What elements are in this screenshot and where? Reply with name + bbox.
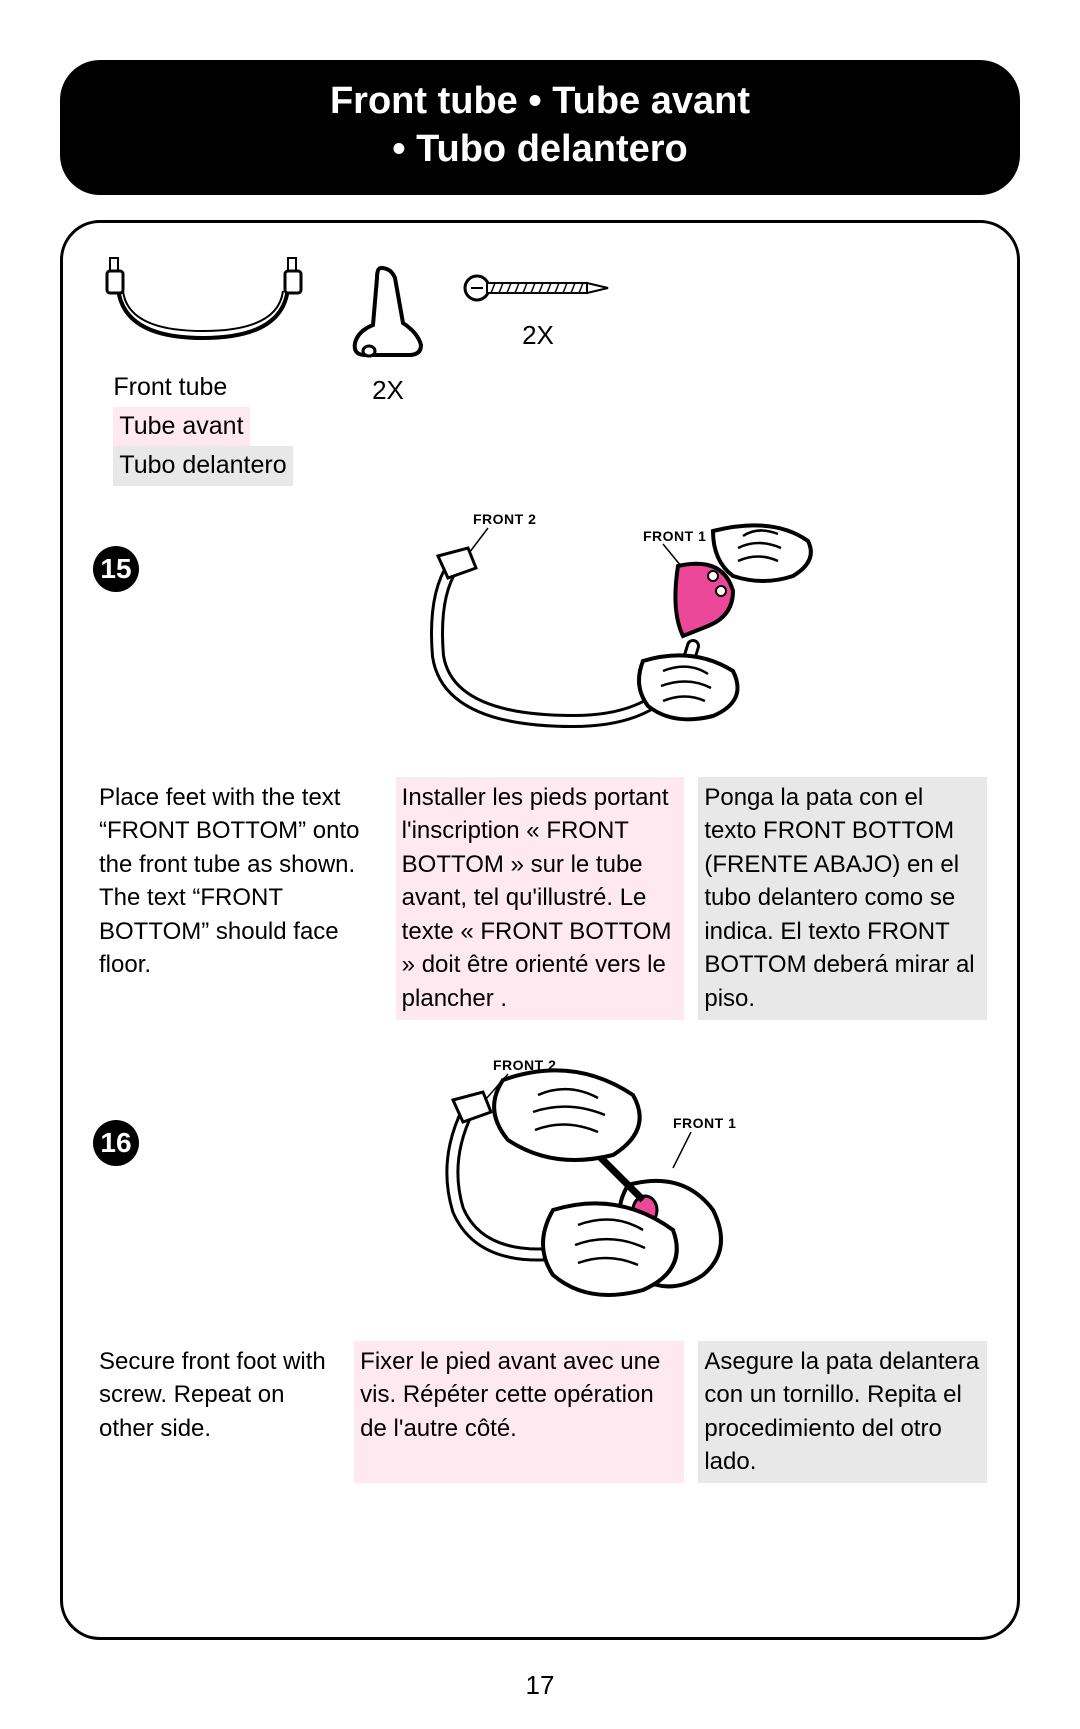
content-frame: Front tube Tube avant Tubo delantero 2X	[60, 220, 1020, 1640]
page-number: 17	[0, 1670, 1080, 1701]
step-15: 15 FRONT 2 FRONT 1	[93, 506, 987, 761]
screw-qty: 2X	[522, 320, 554, 351]
foot-icon	[343, 263, 433, 363]
step-15-fr: Installer les pieds portant l'inscriptio…	[396, 777, 685, 1020]
part-front-tube: Front tube Tube avant Tubo delantero	[93, 253, 313, 486]
label-front1-b: FRONT 1	[673, 1115, 736, 1131]
part-label-fr: Tube avant	[113, 407, 249, 447]
step-16-badge: 16	[93, 1120, 139, 1166]
label-front1: FRONT 1	[643, 528, 706, 544]
step-15-es: Ponga la pata con el texto FRONT BOTTOM …	[698, 777, 987, 1020]
step-16-en: Secure front foot with screw. Repeat on …	[93, 1341, 340, 1483]
foot-qty: 2X	[372, 375, 404, 406]
part-foot: 2X	[343, 263, 433, 406]
title-line1: Front tube • Tube avant	[100, 78, 980, 126]
part-label-es: Tubo delantero	[113, 446, 292, 486]
step-16-illustration: FRONT 2 FRONT 1	[159, 1050, 987, 1325]
step-15-en: Place feet with the text “FRONT BOTTOM” …	[93, 777, 382, 1020]
step-15-badge: 15	[93, 546, 139, 592]
title-line2: • Tubo delantero	[100, 126, 980, 174]
step-15-illustration: FRONT 2 FRONT 1	[159, 506, 987, 761]
step-16-instructions: Secure front foot with screw. Repeat on …	[93, 1341, 987, 1483]
step-15-instructions: Place feet with the text “FRONT BOTTOM” …	[93, 777, 987, 1020]
parts-row: Front tube Tube avant Tubo delantero 2X	[93, 253, 987, 486]
section-title: Front tube • Tube avant • Tubo delantero	[60, 60, 1020, 195]
label-front2: FRONT 2	[473, 511, 536, 527]
screw-icon	[463, 268, 613, 308]
step-16-fr: Fixer le pied avant avec une vis. Répéte…	[354, 1341, 684, 1483]
part-screw: 2X	[463, 268, 613, 351]
step-16-es: Asegure la pata delantera con un tornill…	[698, 1341, 987, 1483]
front-tube-icon	[93, 253, 313, 363]
step-16: 16 FRONT 2 FRONT 1	[93, 1050, 987, 1325]
part-label-en: Front tube	[113, 369, 292, 407]
